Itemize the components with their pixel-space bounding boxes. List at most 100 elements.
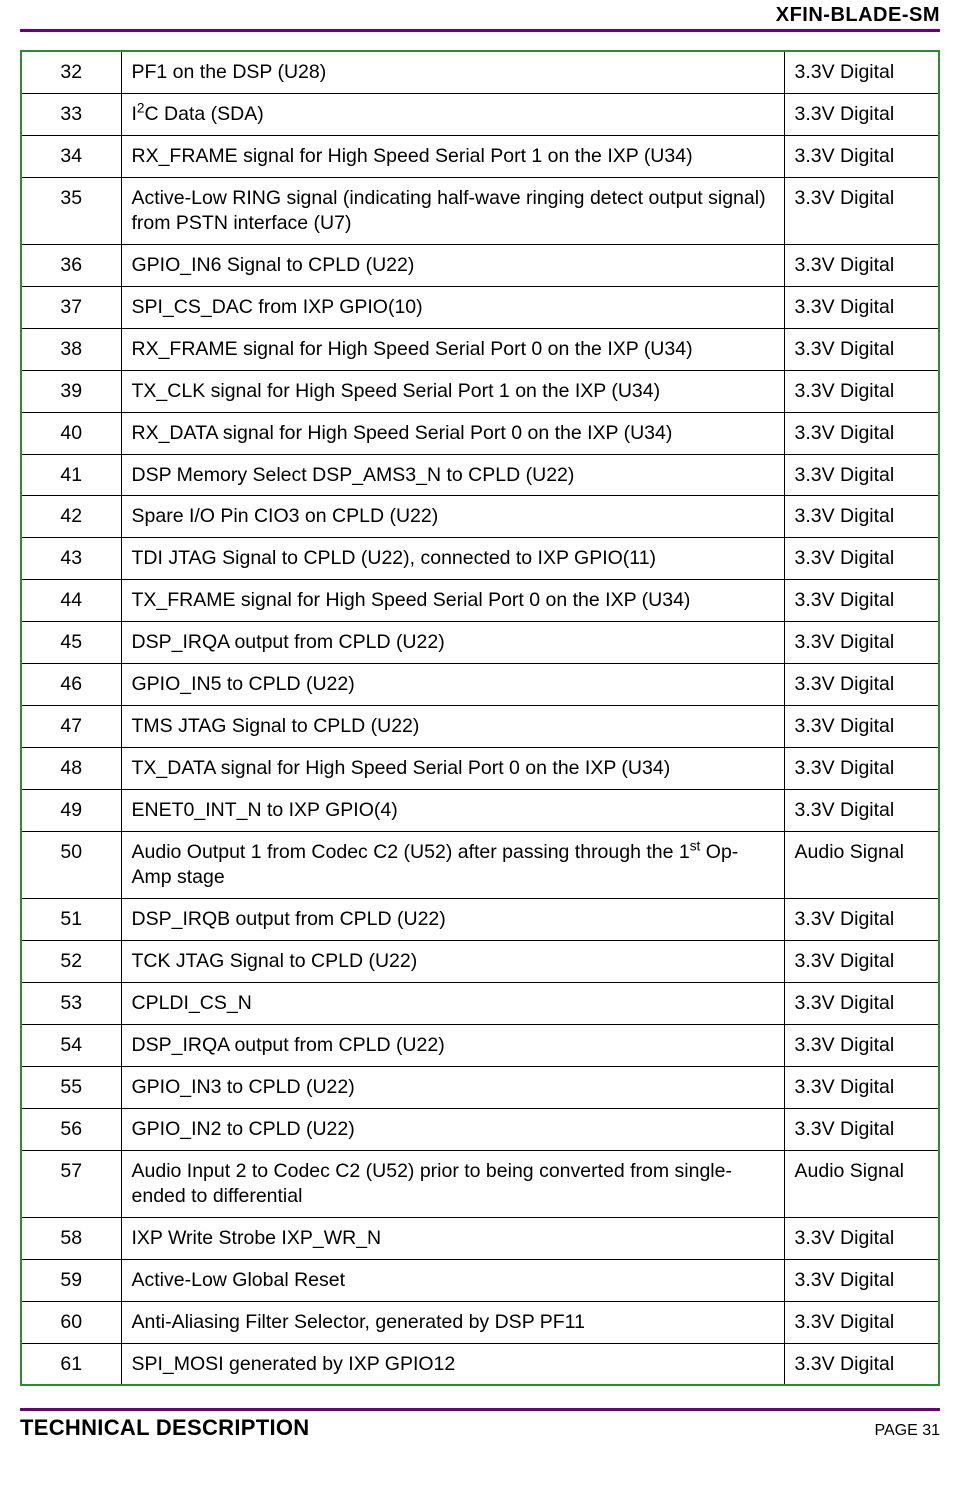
type-cell: 3.3V Digital	[784, 1024, 939, 1066]
description-cell: GPIO_IN2 to CPLD (U22)	[121, 1108, 784, 1150]
table-row: 59Active-Low Global Reset3.3V Digital	[21, 1259, 939, 1301]
pin-cell: 50	[21, 832, 121, 899]
table-row: 35Active-Low RING signal (indicating hal…	[21, 177, 939, 244]
table-row: 32PF1 on the DSP (U28)3.3V Digital	[21, 51, 939, 93]
table-row: 34RX_FRAME signal for High Speed Serial …	[21, 135, 939, 177]
description-cell: RX_FRAME signal for High Speed Serial Po…	[121, 135, 784, 177]
table-row: 53CPLDI_CS_N3.3V Digital	[21, 982, 939, 1024]
pin-cell: 60	[21, 1301, 121, 1343]
table-row: 56GPIO_IN2 to CPLD (U22)3.3V Digital	[21, 1108, 939, 1150]
pin-cell: 52	[21, 940, 121, 982]
pin-cell: 49	[21, 790, 121, 832]
pin-cell: 39	[21, 370, 121, 412]
pin-cell: 42	[21, 496, 121, 538]
table-row: 38RX_FRAME signal for High Speed Serial …	[21, 328, 939, 370]
pin-cell: 41	[21, 454, 121, 496]
table-row: 61SPI_MOSI generated by IXP GPIO123.3V D…	[21, 1343, 939, 1385]
pin-cell: 40	[21, 412, 121, 454]
pin-cell: 51	[21, 899, 121, 941]
pin-cell: 35	[21, 177, 121, 244]
table-row: 58IXP Write Strobe IXP_WR_N3.3V Digital	[21, 1217, 939, 1259]
table-row: 55GPIO_IN3 to CPLD (U22)3.3V Digital	[21, 1066, 939, 1108]
pin-cell: 59	[21, 1259, 121, 1301]
pin-cell: 47	[21, 706, 121, 748]
pin-cell: 33	[21, 93, 121, 135]
type-cell: 3.3V Digital	[784, 622, 939, 664]
type-cell: 3.3V Digital	[784, 496, 939, 538]
pin-cell: 48	[21, 748, 121, 790]
pin-cell: 55	[21, 1066, 121, 1108]
pin-cell: 57	[21, 1150, 121, 1217]
type-cell: 3.3V Digital	[784, 328, 939, 370]
type-cell: 3.3V Digital	[784, 51, 939, 93]
pin-cell: 53	[21, 982, 121, 1024]
footer-page: PAGE 31	[874, 1422, 940, 1440]
description-cell: DSP_IRQA output from CPLD (U22)	[121, 1024, 784, 1066]
type-cell: 3.3V Digital	[784, 1301, 939, 1343]
type-cell: 3.3V Digital	[784, 1217, 939, 1259]
type-cell: Audio Signal	[784, 832, 939, 899]
table-row: 47TMS JTAG Signal to CPLD (U22)3.3V Digi…	[21, 706, 939, 748]
description-cell: TMS JTAG Signal to CPLD (U22)	[121, 706, 784, 748]
type-cell: 3.3V Digital	[784, 1343, 939, 1385]
description-cell: Audio Output 1 from Codec C2 (U52) after…	[121, 832, 784, 899]
table-row: 33I2C Data (SDA)3.3V Digital	[21, 93, 939, 135]
page-header: XFIN-BLADE-SM	[20, 0, 940, 29]
type-cell: 3.3V Digital	[784, 370, 939, 412]
table-row: 49ENET0_INT_N to IXP GPIO(4)3.3V Digital	[21, 790, 939, 832]
footer-rule	[20, 1408, 940, 1411]
table-row: 57Audio Input 2 to Codec C2 (U52) prior …	[21, 1150, 939, 1217]
description-cell: TX_FRAME signal for High Speed Serial Po…	[121, 580, 784, 622]
type-cell: 3.3V Digital	[784, 1066, 939, 1108]
table-row: 40RX_DATA signal for High Speed Serial P…	[21, 412, 939, 454]
table-row: 54DSP_IRQA output from CPLD (U22)3.3V Di…	[21, 1024, 939, 1066]
type-cell: 3.3V Digital	[784, 580, 939, 622]
type-cell: 3.3V Digital	[784, 706, 939, 748]
type-cell: 3.3V Digital	[784, 940, 939, 982]
pin-cell: 37	[21, 286, 121, 328]
table-row: 36GPIO_IN6 Signal to CPLD (U22)3.3V Digi…	[21, 244, 939, 286]
pin-cell: 61	[21, 1343, 121, 1385]
table-row: 39TX_CLK signal for High Speed Serial Po…	[21, 370, 939, 412]
description-cell: SPI_CS_DAC from IXP GPIO(10)	[121, 286, 784, 328]
header-title: XFIN-BLADE-SM	[776, 4, 940, 26]
description-cell: DSP_IRQA output from CPLD (U22)	[121, 622, 784, 664]
pin-cell: 43	[21, 538, 121, 580]
pin-cell: 36	[21, 244, 121, 286]
description-cell: Active-Low Global Reset	[121, 1259, 784, 1301]
type-cell: 3.3V Digital	[784, 135, 939, 177]
pin-cell: 56	[21, 1108, 121, 1150]
table-row: 51DSP_IRQB output from CPLD (U22)3.3V Di…	[21, 899, 939, 941]
description-cell: Spare I/O Pin CIO3 on CPLD (U22)	[121, 496, 784, 538]
table-row: 42Spare I/O Pin CIO3 on CPLD (U22)3.3V D…	[21, 496, 939, 538]
description-cell: GPIO_IN3 to CPLD (U22)	[121, 1066, 784, 1108]
footer-section: TECHNICAL DESCRIPTION	[20, 1415, 309, 1441]
type-cell: 3.3V Digital	[784, 454, 939, 496]
type-cell: 3.3V Digital	[784, 899, 939, 941]
description-cell: CPLDI_CS_N	[121, 982, 784, 1024]
type-cell: 3.3V Digital	[784, 1259, 939, 1301]
description-cell: RX_DATA signal for High Speed Serial Por…	[121, 412, 784, 454]
description-cell: ENET0_INT_N to IXP GPIO(4)	[121, 790, 784, 832]
type-cell: 3.3V Digital	[784, 664, 939, 706]
pin-cell: 34	[21, 135, 121, 177]
table-row: 43TDI JTAG Signal to CPLD (U22), connect…	[21, 538, 939, 580]
type-cell: 3.3V Digital	[784, 790, 939, 832]
table-row: 48TX_DATA signal for High Speed Serial P…	[21, 748, 939, 790]
page-footer: TECHNICAL DESCRIPTION PAGE 31	[20, 1413, 940, 1461]
pin-cell: 54	[21, 1024, 121, 1066]
pin-cell: 32	[21, 51, 121, 93]
header-rule	[20, 29, 940, 32]
pin-cell: 46	[21, 664, 121, 706]
description-cell: Anti-Aliasing Filter Selector, generated…	[121, 1301, 784, 1343]
description-cell: DSP_IRQB output from CPLD (U22)	[121, 899, 784, 941]
type-cell: 3.3V Digital	[784, 412, 939, 454]
description-cell: RX_FRAME signal for High Speed Serial Po…	[121, 328, 784, 370]
description-cell: IXP Write Strobe IXP_WR_N	[121, 1217, 784, 1259]
pin-cell: 38	[21, 328, 121, 370]
type-cell: 3.3V Digital	[784, 1108, 939, 1150]
table-row: 60Anti-Aliasing Filter Selector, generat…	[21, 1301, 939, 1343]
page: XFIN-BLADE-SM 32PF1 on the DSP (U28)3.3V…	[0, 0, 960, 1461]
type-cell: 3.3V Digital	[784, 286, 939, 328]
description-cell: GPIO_IN6 Signal to CPLD (U22)	[121, 244, 784, 286]
